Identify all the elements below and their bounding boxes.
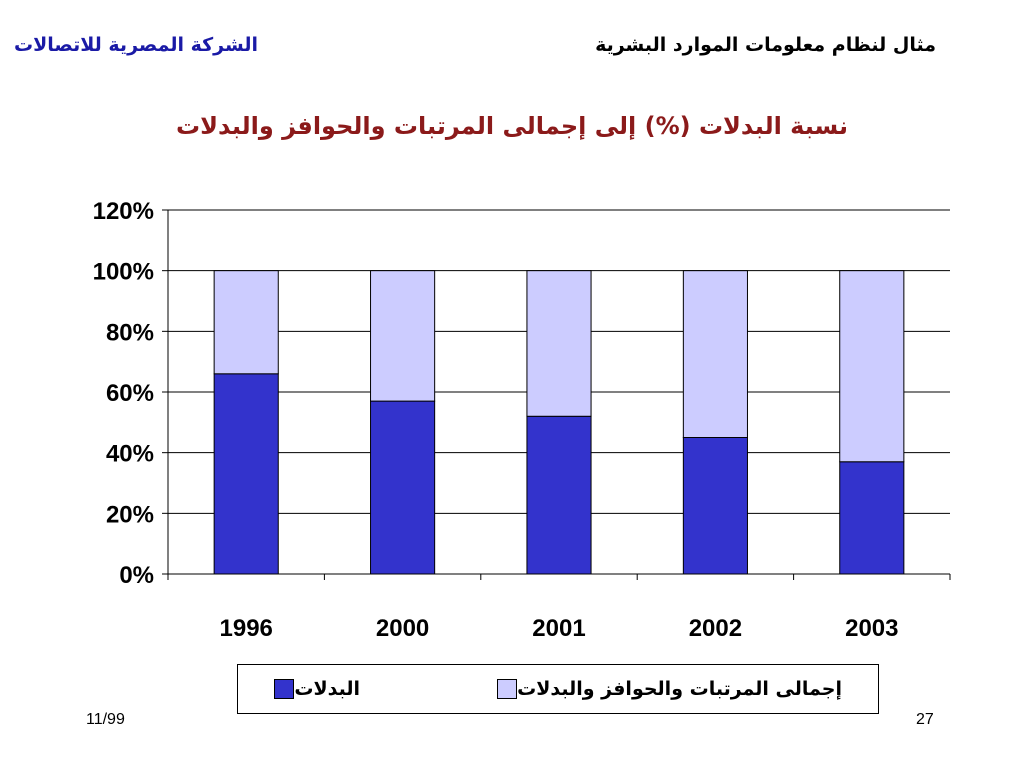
y-tick-label: 0% bbox=[119, 562, 154, 589]
bar-segment-total bbox=[370, 270, 436, 402]
y-tick-label: 20% bbox=[106, 501, 154, 528]
legend-item-total: إجمالى المرتبات والحوافز والبدلات bbox=[497, 678, 854, 700]
bar-segment-allowances bbox=[370, 400, 436, 575]
stacked-bar-chart: 0% 20% 40% 60% 80% 100% 120% 1996 2000 2001 2002 20… bbox=[93, 198, 951, 642]
footer-date: 11/99 bbox=[86, 711, 125, 728]
legend-item-allowances: البدلات bbox=[274, 678, 372, 700]
x-category-label: 2003 bbox=[845, 615, 898, 642]
y-tick-label: 100% bbox=[93, 259, 154, 286]
slide-topic: مثال لنظام معلومات الموارد البشرية bbox=[595, 34, 936, 56]
x-category-label: 1996 bbox=[220, 615, 273, 642]
legend-label-allowances: البدلات bbox=[294, 678, 360, 700]
y-tick-label: 40% bbox=[106, 441, 154, 468]
chart-legend: البدلات إجمالى المرتبات والحوافز والبدلا… bbox=[237, 664, 879, 714]
bar-segment-allowances bbox=[839, 461, 905, 575]
bar-segment-allowances bbox=[682, 437, 748, 575]
y-tick-label: 120% bbox=[93, 198, 154, 225]
x-category-label: 2002 bbox=[689, 615, 742, 642]
chart-title: نسبة البدلات (%) إلى إجمالى المرتبات وال… bbox=[176, 112, 848, 140]
legend-swatch-total bbox=[497, 679, 518, 699]
bar-segment-allowances bbox=[213, 373, 279, 575]
bar-segment-total bbox=[526, 270, 592, 417]
y-tick-label: 60% bbox=[106, 380, 154, 407]
bar-segment-allowances bbox=[526, 415, 592, 575]
legend-swatch-allowances bbox=[274, 679, 295, 699]
y-tick-label: 80% bbox=[106, 319, 154, 346]
bar-segment-total bbox=[682, 270, 748, 438]
page-number: 27 bbox=[916, 711, 934, 728]
bar-segment-total bbox=[839, 270, 905, 463]
bar-segment-total bbox=[213, 270, 279, 375]
legend-label-total: إجمالى المرتبات والحوافز والبدلات bbox=[517, 678, 842, 700]
company-name: الشركة المصرية للاتصالات bbox=[14, 34, 258, 56]
x-category-label: 2000 bbox=[376, 615, 429, 642]
x-category-label: 2001 bbox=[532, 615, 585, 642]
